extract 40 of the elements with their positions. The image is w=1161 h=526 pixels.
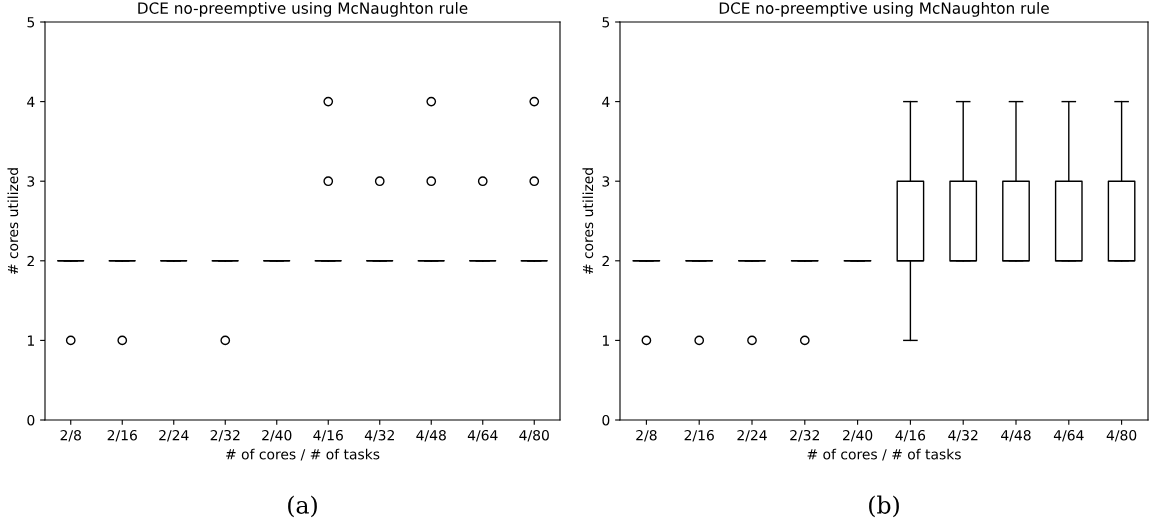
x-tick-label: 2/32 <box>790 429 819 442</box>
chart-title: DCE no-preemptive using McNaughton rule <box>719 2 1049 17</box>
x-tick-label: 2/24 <box>159 429 189 442</box>
y-tick-label: 2 <box>602 255 609 267</box>
text: (b) <box>869 495 899 518</box>
y-tick-label: 1 <box>602 335 609 346</box>
x-tick-label: 4/16 <box>895 429 926 442</box>
y-tick-label: 3 <box>27 176 35 187</box>
x-tick-label: 2/40 <box>262 429 292 442</box>
y-tick-label: 4 <box>27 96 35 107</box>
x-axis-title: # of cores / # of tasks <box>807 448 961 461</box>
x-tick-label: 4/32 <box>948 429 978 442</box>
x-tick-label: 4/48 <box>416 429 446 442</box>
x-tick-label: 4/32 <box>364 429 394 442</box>
y-tick-label: 5 <box>27 17 35 28</box>
x-tick-label: 2/8 <box>60 429 81 442</box>
x-tick-label: 4/16 <box>313 429 343 442</box>
chart-title: DCE no-preemptive using McNaughton rule <box>138 2 468 17</box>
x-tick-label: 4/64 <box>467 429 498 442</box>
x-tick-label: 4/48 <box>1001 429 1031 442</box>
x-tick-label: 2/32 <box>210 429 240 442</box>
x-tick-label: 2/8 <box>636 429 657 442</box>
y-tick-label: 2 <box>27 255 34 267</box>
text: (a) <box>288 495 317 518</box>
x-tick-label: 2/16 <box>107 429 137 442</box>
y-tick-label: 4 <box>602 96 610 107</box>
x-tick-label: 2/40 <box>843 429 873 442</box>
y-tick-label: 3 <box>602 176 610 187</box>
y-tick-label: 0 <box>27 414 35 426</box>
y-tick-label: 0 <box>602 414 610 426</box>
y-axis-title: # cores utilized <box>582 168 594 275</box>
x-axis-title: # of cores / # of tasks <box>226 448 380 461</box>
x-tick-label: 4/64 <box>1053 429 1084 442</box>
x-tick-label: 2/24 <box>737 429 767 442</box>
x-tick-label: 4/80 <box>1106 429 1137 442</box>
y-tick-label: 1 <box>27 335 34 346</box>
y-axis-title: # cores utilized <box>7 168 19 275</box>
x-tick-label: 2/16 <box>684 429 714 442</box>
x-tick-label: 4/80 <box>519 429 549 442</box>
y-tick-label: 5 <box>602 17 610 28</box>
